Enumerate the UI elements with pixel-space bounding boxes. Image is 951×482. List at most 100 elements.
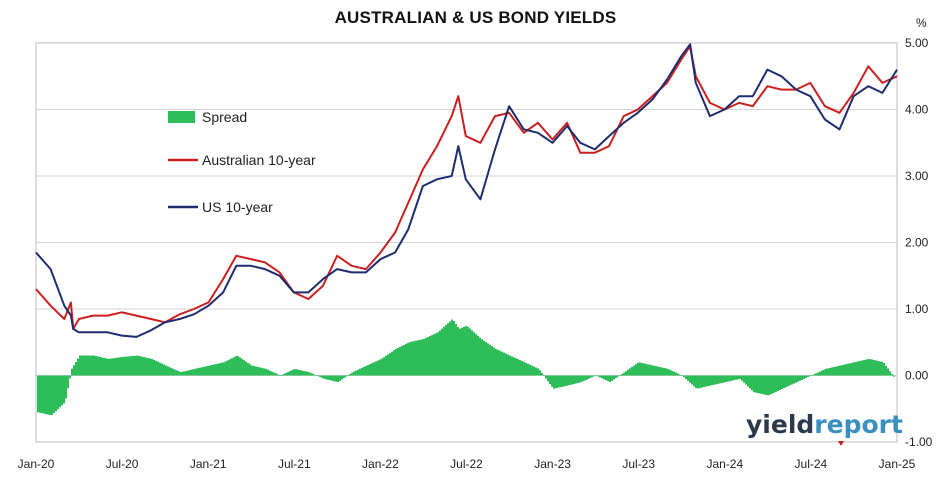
logo-pointer-icon bbox=[838, 441, 844, 446]
spread-bar bbox=[739, 375, 741, 379]
spread-bar bbox=[587, 375, 589, 380]
spread-bar bbox=[299, 370, 301, 376]
spread-bar bbox=[349, 374, 351, 376]
spread-bar bbox=[457, 327, 459, 376]
spread-bar bbox=[655, 366, 657, 376]
spread-bar bbox=[511, 356, 513, 376]
spread-bar bbox=[683, 375, 685, 378]
spread-bar bbox=[781, 375, 783, 390]
spread-bar bbox=[659, 367, 661, 376]
spread-bar bbox=[459, 328, 461, 376]
spread-bar bbox=[359, 368, 361, 376]
spread-bar bbox=[845, 364, 847, 376]
spread-bar bbox=[503, 352, 505, 376]
spread-bar bbox=[735, 375, 737, 380]
spread-bar bbox=[345, 375, 347, 377]
spread-bar bbox=[177, 370, 179, 376]
spread-bar bbox=[289, 371, 291, 376]
spread-bar bbox=[801, 375, 803, 380]
spread-bar bbox=[753, 375, 755, 393]
spread-bar bbox=[37, 375, 39, 413]
spread-bar bbox=[575, 375, 577, 384]
spread-bar bbox=[627, 369, 629, 376]
spread-bar bbox=[571, 375, 573, 385]
yield-lines bbox=[35, 43, 898, 338]
spread-bar bbox=[817, 372, 819, 376]
spread-bar bbox=[347, 375, 349, 376]
spread-bar bbox=[679, 374, 681, 376]
spread-bar bbox=[357, 369, 359, 376]
spread-bar bbox=[767, 375, 769, 396]
spread-bar bbox=[869, 359, 871, 376]
spread-bar bbox=[425, 337, 427, 376]
spread-bar bbox=[277, 374, 279, 376]
spread-bar bbox=[645, 363, 647, 376]
spread-bar bbox=[341, 375, 343, 380]
x-tick-label: Jan-22 bbox=[362, 457, 399, 471]
spread-bar bbox=[331, 375, 333, 381]
spread-bar bbox=[201, 367, 203, 376]
spread-bar bbox=[309, 372, 311, 376]
spread-bar bbox=[475, 334, 477, 376]
spread-bar bbox=[485, 342, 487, 376]
spread-bar bbox=[273, 372, 275, 376]
spread-bar bbox=[339, 375, 341, 381]
spread-bar bbox=[623, 372, 625, 376]
spread-bar bbox=[737, 375, 739, 380]
spread-bar bbox=[121, 356, 123, 376]
spread-bar bbox=[163, 364, 165, 376]
spread-bar bbox=[807, 375, 809, 378]
spread-bar bbox=[853, 362, 855, 376]
spread-bar bbox=[569, 375, 571, 385]
spread-bar bbox=[883, 363, 885, 376]
spread-bar bbox=[505, 353, 507, 376]
spread-bar bbox=[729, 375, 731, 382]
spread-bar bbox=[469, 328, 471, 376]
spread-bar bbox=[323, 375, 325, 379]
spread-bar bbox=[875, 360, 877, 376]
spread-bar bbox=[47, 375, 49, 415]
spread-bar bbox=[179, 371, 181, 376]
australian-10y-line bbox=[35, 45, 898, 330]
spread-bar bbox=[145, 357, 147, 376]
spread-bar bbox=[513, 357, 515, 376]
spread-bar bbox=[773, 375, 775, 393]
spread-bar bbox=[395, 348, 397, 376]
spread-bar bbox=[197, 368, 199, 376]
spread-bar bbox=[873, 359, 875, 376]
spread-bar bbox=[147, 357, 149, 376]
spread-bar bbox=[681, 375, 683, 376]
spread-bar bbox=[719, 375, 721, 384]
spread-bar bbox=[391, 351, 393, 376]
spread-bar bbox=[45, 375, 47, 415]
spread-bar bbox=[597, 375, 599, 377]
spread-bar bbox=[89, 355, 91, 376]
spread-bar bbox=[473, 332, 475, 376]
spread-bar bbox=[881, 361, 883, 376]
spread-bar bbox=[495, 348, 497, 376]
spread-bar bbox=[593, 375, 595, 377]
spread-bar bbox=[837, 366, 839, 376]
spread-bar bbox=[649, 364, 651, 376]
spread-bar bbox=[749, 375, 751, 389]
spread-bar bbox=[535, 367, 537, 376]
spread-bar bbox=[775, 375, 777, 392]
spread-bar bbox=[725, 375, 727, 383]
spread-bar bbox=[855, 361, 857, 376]
spread-bar bbox=[373, 362, 375, 376]
spread-bar bbox=[227, 360, 229, 376]
spread-bar bbox=[275, 373, 277, 376]
spread-bar bbox=[757, 375, 759, 394]
spread-bar bbox=[827, 368, 829, 376]
spread-bar bbox=[721, 375, 723, 383]
spread-bar bbox=[491, 346, 493, 376]
spread-bar bbox=[71, 368, 73, 376]
spread-bar bbox=[449, 321, 451, 376]
spread-bar bbox=[793, 375, 795, 384]
spread-bar bbox=[313, 374, 315, 376]
spread-bar bbox=[841, 365, 843, 376]
spread-bar bbox=[783, 375, 785, 389]
spread-bar bbox=[629, 368, 631, 376]
spread-bar bbox=[445, 325, 447, 376]
spread-bar bbox=[173, 369, 175, 376]
